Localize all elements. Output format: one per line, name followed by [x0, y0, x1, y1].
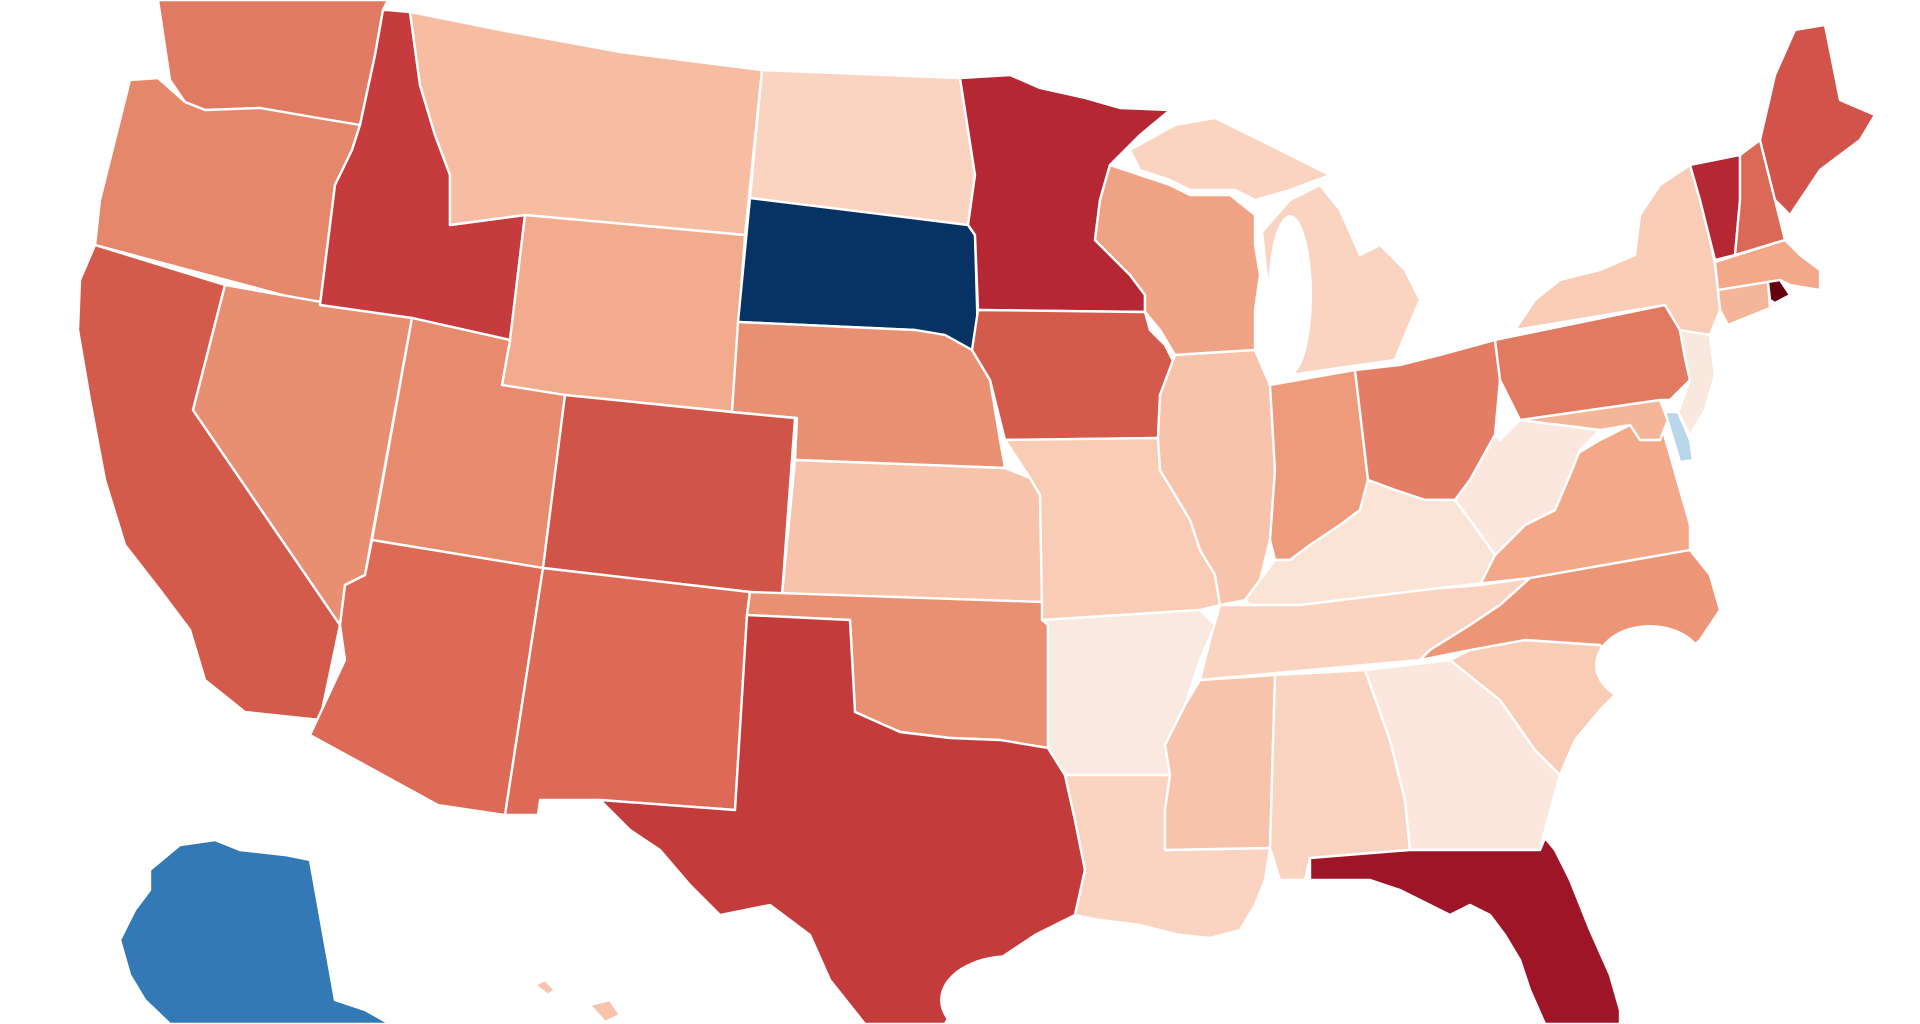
coastal-bubble-gulf — [940, 955, 1080, 1024]
state-maine[interactable] — [1758, 23, 1877, 217]
state-florida[interactable] — [1308, 836, 1622, 1024]
state-wyoming[interactable] — [500, 213, 747, 414]
state-wisconsin[interactable] — [1093, 163, 1262, 357]
state-new-york[interactable] — [1513, 163, 1722, 337]
state-connecticut[interactable] — [1716, 280, 1772, 327]
state-new-mexico[interactable] — [503, 566, 752, 817]
state-new-jersey[interactable] — [1676, 328, 1717, 437]
state-iowa[interactable] — [970, 308, 1177, 442]
state-delaware[interactable] — [1663, 410, 1695, 464]
lake-michigan-shape — [1268, 215, 1312, 375]
state-michigan-upper[interactable] — [1128, 116, 1332, 202]
state-alaska[interactable] — [118, 838, 392, 1024]
state-west-virginia[interactable] — [1453, 418, 1602, 557]
state-colorado[interactable] — [541, 393, 797, 597]
state-rhode-island[interactable] — [1766, 278, 1792, 305]
state-kansas[interactable] — [780, 458, 1044, 604]
state-hawaii-island[interactable] — [588, 998, 622, 1024]
state-montana[interactable] — [408, 10, 764, 237]
state-nebraska[interactable] — [730, 320, 1007, 470]
state-maryland[interactable] — [1518, 398, 1670, 442]
state-hawaii[interactable] — [533, 978, 557, 997]
coastal-bubble-se — [1595, 625, 1705, 705]
